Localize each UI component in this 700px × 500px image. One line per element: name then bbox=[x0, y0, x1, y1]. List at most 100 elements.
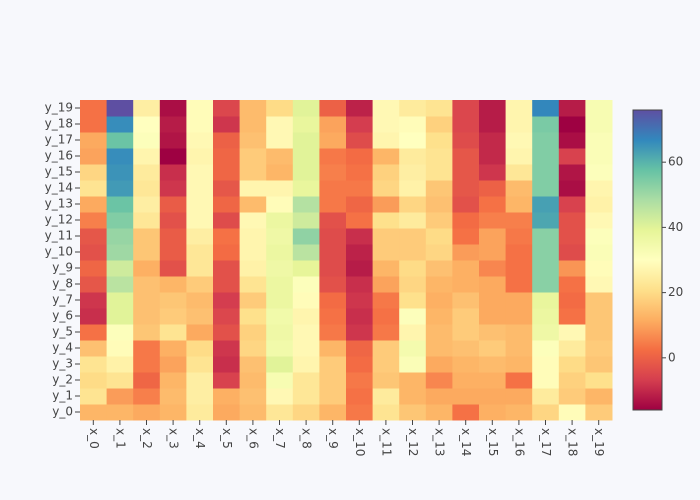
heatmap-cell bbox=[479, 388, 507, 405]
heatmap-cell bbox=[532, 276, 560, 293]
x-tick-label: x_5 bbox=[220, 428, 234, 449]
heatmap-cell bbox=[292, 244, 320, 261]
heatmap-cell bbox=[266, 324, 294, 341]
heatmap-cell bbox=[479, 148, 507, 165]
heatmap-cell bbox=[266, 308, 294, 325]
heatmap-cell bbox=[479, 372, 507, 389]
heatmap-cell bbox=[505, 100, 533, 117]
heatmap-cell bbox=[319, 100, 347, 117]
heatmap-cell bbox=[585, 340, 613, 357]
heatmap-cell bbox=[505, 340, 533, 357]
y-tick-label: y_19 bbox=[45, 101, 73, 115]
heatmap-cell bbox=[372, 388, 400, 405]
heatmap-cell bbox=[479, 100, 507, 117]
heatmap-cell bbox=[186, 260, 214, 277]
heatmap-cell bbox=[585, 356, 613, 373]
x-tick-label: x_7 bbox=[273, 428, 287, 449]
x-tick-label: x_11 bbox=[379, 428, 393, 456]
heatmap-cell bbox=[372, 260, 400, 277]
heatmap-cell bbox=[133, 244, 161, 261]
heatmap-cell bbox=[532, 228, 560, 245]
heatmap-cell bbox=[159, 212, 187, 229]
heatmap-cell bbox=[319, 228, 347, 245]
heatmap-cell bbox=[585, 292, 613, 309]
heatmap-cell bbox=[319, 244, 347, 261]
heatmap-cell bbox=[452, 212, 480, 229]
heatmap-cell bbox=[186, 404, 214, 421]
heatmap-cell bbox=[505, 164, 533, 181]
x-tick-label: x_15 bbox=[486, 428, 500, 456]
heatmap-cell bbox=[186, 244, 214, 261]
heatmap-cell bbox=[558, 340, 586, 357]
heatmap-cell bbox=[292, 164, 320, 181]
heatmap-cell bbox=[159, 196, 187, 213]
heatmap-cell bbox=[532, 148, 560, 165]
heatmap-cell bbox=[425, 116, 453, 133]
x-tick-label: x_8 bbox=[300, 428, 314, 449]
y-tick-label: y_1 bbox=[52, 389, 73, 403]
heatmap-cell bbox=[479, 308, 507, 325]
heatmap-cell bbox=[505, 260, 533, 277]
heatmap-cell bbox=[558, 308, 586, 325]
heatmap-cell bbox=[106, 260, 134, 277]
heatmap-cell bbox=[532, 116, 560, 133]
heatmap-cell bbox=[239, 340, 267, 357]
heatmap-cell bbox=[452, 132, 480, 149]
heatmap-cell bbox=[239, 388, 267, 405]
heatmap-cell bbox=[452, 148, 480, 165]
heatmap-cell bbox=[585, 164, 613, 181]
heatmap-cell bbox=[585, 276, 613, 293]
heatmap-cell bbox=[80, 388, 108, 405]
heatmap-cell bbox=[558, 276, 586, 293]
y-tick-label: y_9 bbox=[52, 261, 73, 275]
heatmap-cell bbox=[266, 228, 294, 245]
heatmap-cell bbox=[239, 148, 267, 165]
heatmap-cell bbox=[266, 276, 294, 293]
heatmap-cell bbox=[159, 260, 187, 277]
heatmap-cell bbox=[319, 388, 347, 405]
heatmap-cell bbox=[159, 340, 187, 357]
heatmap-cell bbox=[292, 372, 320, 389]
heatmap-cell bbox=[558, 164, 586, 181]
heatmap-cell bbox=[292, 356, 320, 373]
x-tick-label: x_16 bbox=[512, 428, 526, 456]
heatmap-cell bbox=[558, 132, 586, 149]
heatmap-cell bbox=[505, 132, 533, 149]
heatmap-cell bbox=[452, 340, 480, 357]
heatmap-cell bbox=[239, 132, 267, 149]
heatmap-cell bbox=[292, 116, 320, 133]
heatmap-cell bbox=[425, 340, 453, 357]
heatmap-cell bbox=[213, 372, 241, 389]
heatmap-cell bbox=[239, 100, 267, 117]
x-tick-label: x_2 bbox=[140, 428, 154, 449]
heatmap-cell bbox=[479, 164, 507, 181]
heatmap-cell bbox=[292, 276, 320, 293]
heatmap-cell bbox=[213, 116, 241, 133]
heatmap-cell bbox=[80, 100, 108, 117]
heatmap-cell bbox=[346, 308, 374, 325]
heatmap-cell bbox=[399, 324, 427, 341]
heatmap-cell bbox=[159, 292, 187, 309]
heatmap-cell bbox=[159, 228, 187, 245]
heatmap-cell bbox=[319, 324, 347, 341]
heatmap-cell bbox=[479, 116, 507, 133]
heatmap-cell bbox=[186, 196, 214, 213]
heatmap-cell bbox=[266, 356, 294, 373]
colorbar bbox=[632, 109, 663, 411]
heatmap-cell bbox=[372, 308, 400, 325]
heatmap-cell bbox=[319, 404, 347, 421]
heatmap-cell bbox=[425, 276, 453, 293]
heatmap-cell bbox=[399, 132, 427, 149]
x-tick-label: x_9 bbox=[326, 428, 340, 449]
heatmap-cell bbox=[186, 356, 214, 373]
heatmap-cell bbox=[186, 212, 214, 229]
heatmap-cell bbox=[239, 324, 267, 341]
heatmap-cell bbox=[372, 132, 400, 149]
heatmap-cell bbox=[266, 244, 294, 261]
y-tick-label: y_11 bbox=[45, 229, 73, 243]
heatmap-cell bbox=[452, 116, 480, 133]
heatmap-cell bbox=[532, 372, 560, 389]
heatmap-cell bbox=[452, 388, 480, 405]
heatmap-cell bbox=[532, 244, 560, 261]
heatmap-cell bbox=[80, 148, 108, 165]
